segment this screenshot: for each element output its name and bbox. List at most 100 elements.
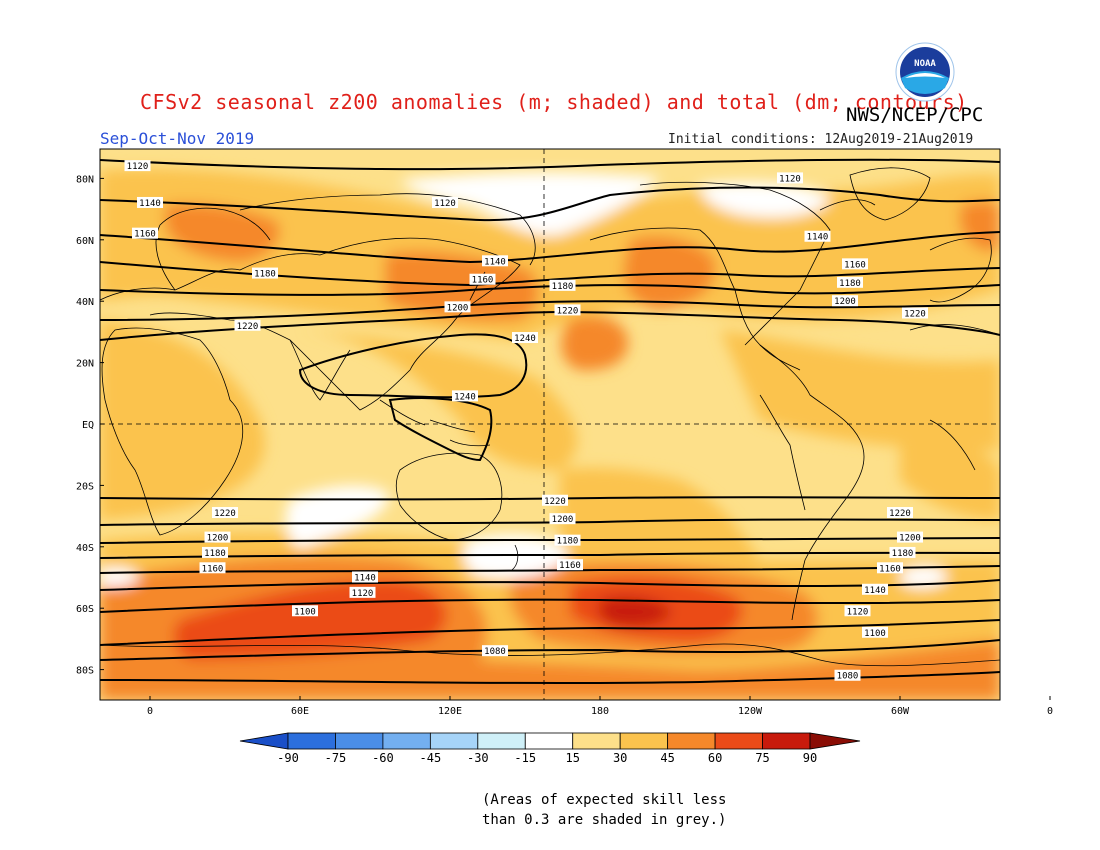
contour-label-bg [554,534,581,546]
contour-label: 1100 [294,607,316,617]
height-contours [100,158,1000,684]
colorbar-swatch [714,732,763,750]
lat-label: 20N [76,359,94,370]
contour-label: 1180 [892,549,914,559]
contour-label-bg [844,605,871,617]
contour-label-bg [557,559,583,571]
colorbar-label: -45 [420,751,442,765]
lon-label: 60E [291,706,309,717]
contour-label: 1160 [202,564,224,574]
contour-label-bg [292,605,318,617]
colorbar-swatch [287,732,336,750]
colorbar-swatch [619,732,669,750]
contour-label-bg [842,258,868,270]
colorbar-swatch [335,732,384,750]
lat-label: 80N [76,174,94,185]
colorbar-label: 75 [755,751,769,765]
initial-conditions-label: Initial conditions: 12Aug2019-21Aug2019 [668,132,974,147]
contour-label-bg [549,279,576,291]
contour-label: 1220 [237,322,259,332]
contour-label-bg [469,273,496,285]
colorbar-label: -30 [467,751,489,765]
contour-label: 1160 [879,564,901,574]
contour-label-bg [897,531,923,543]
contour-label-bg [862,583,888,595]
contour-label: 1220 [544,497,566,507]
lat-label: 60N [76,236,94,247]
contour-label-bg [902,307,928,319]
contour-label-bg [444,301,471,313]
colorbar-label: 30 [613,751,627,765]
contour-label-bg [432,196,458,208]
contour-label-bg [877,562,903,574]
lat-label: 40S [76,543,94,554]
contour-label: 1100 [864,629,886,639]
contour-label: 1200 [447,303,469,313]
contour-label: 1180 [204,549,226,559]
anomaly-shading [100,168,1000,700]
contour-label-bg [137,196,163,208]
anomaly-map: 1120 1120 1120 1140 1140 1140 1160 1160 1160 1180… [76,148,1053,765]
colorbar-swatch [572,732,621,750]
contour-label: 1160 [472,276,494,286]
colorbar-swatch [524,732,574,750]
contour-label: 1180 [254,270,276,280]
colorbar-swatch [477,732,526,750]
contour-label: 1220 [904,309,926,319]
colorbar-swatch [667,732,716,750]
contour-label-bg [804,230,831,242]
skill-note-line1: (Areas of expected skill less [482,792,727,808]
contour-label: 1140 [484,257,506,267]
colorbar-label: 45 [660,751,674,765]
latitude-labels: 80N 60N 40N 20N EQ 20S 40S 60S 80S [76,174,104,677]
contour-label: 1160 [134,230,156,240]
colorbar-left-arrow [239,732,289,750]
contour-label: 1120 [352,589,374,599]
coastlines [100,167,1000,667]
contour-label: 1080 [837,672,859,682]
contour-label-bg [554,304,581,316]
colorbar-label: -75 [325,751,347,765]
contour-label-bg [834,669,861,681]
lon-label: 0 [147,706,153,717]
agency-label: NWS/NCEP/CPC [846,104,984,126]
contour-label: 1200 [552,515,574,525]
contour-label-bg [832,295,858,307]
contour-label: 1200 [834,297,856,307]
contour-label-bg [512,332,538,344]
skill-note-line2: than 0.3 are shaded in grey.) [482,812,727,828]
lon-label: 60W [891,706,910,717]
contour-label: 1140 [807,233,829,243]
contour-label-bg [349,586,376,598]
season-label: Sep-Oct-Nov 2019 [100,129,255,148]
contour-label: 1120 [779,174,801,184]
contour-label: 1180 [557,537,579,547]
contour-label: 1120 [127,162,149,172]
contour-label: 1240 [514,334,536,344]
lat-label: 80S [76,666,94,677]
contour-label-bg [202,546,228,558]
contour-label-bg [887,507,913,519]
colorbar-label: -90 [277,751,299,765]
contour-label: 1120 [847,607,869,617]
contour-label-bg [452,390,478,402]
colorbar-label: -15 [514,751,536,765]
contour-label: 1220 [557,306,579,316]
contour-label: 1200 [899,534,921,544]
contour-label: 1080 [484,647,506,657]
lat-label: 40N [76,297,94,308]
contour-label-bg [862,626,888,638]
svg-text:NOAA: NOAA [914,59,936,69]
contour-label-bg [482,645,508,657]
contour-label-bg [212,507,238,519]
contour-label: 1180 [839,279,861,289]
contour-label-bg [234,319,261,331]
contour-label: 1160 [559,561,581,571]
contour-label: 1220 [889,509,911,519]
lon-label: 120W [738,706,763,717]
contour-label: 1220 [214,509,236,519]
colorbar-label: 15 [566,751,580,765]
contour-label: 1140 [354,574,376,584]
contour-label-bg [132,227,158,239]
colorbar-right-arrow [809,732,861,750]
